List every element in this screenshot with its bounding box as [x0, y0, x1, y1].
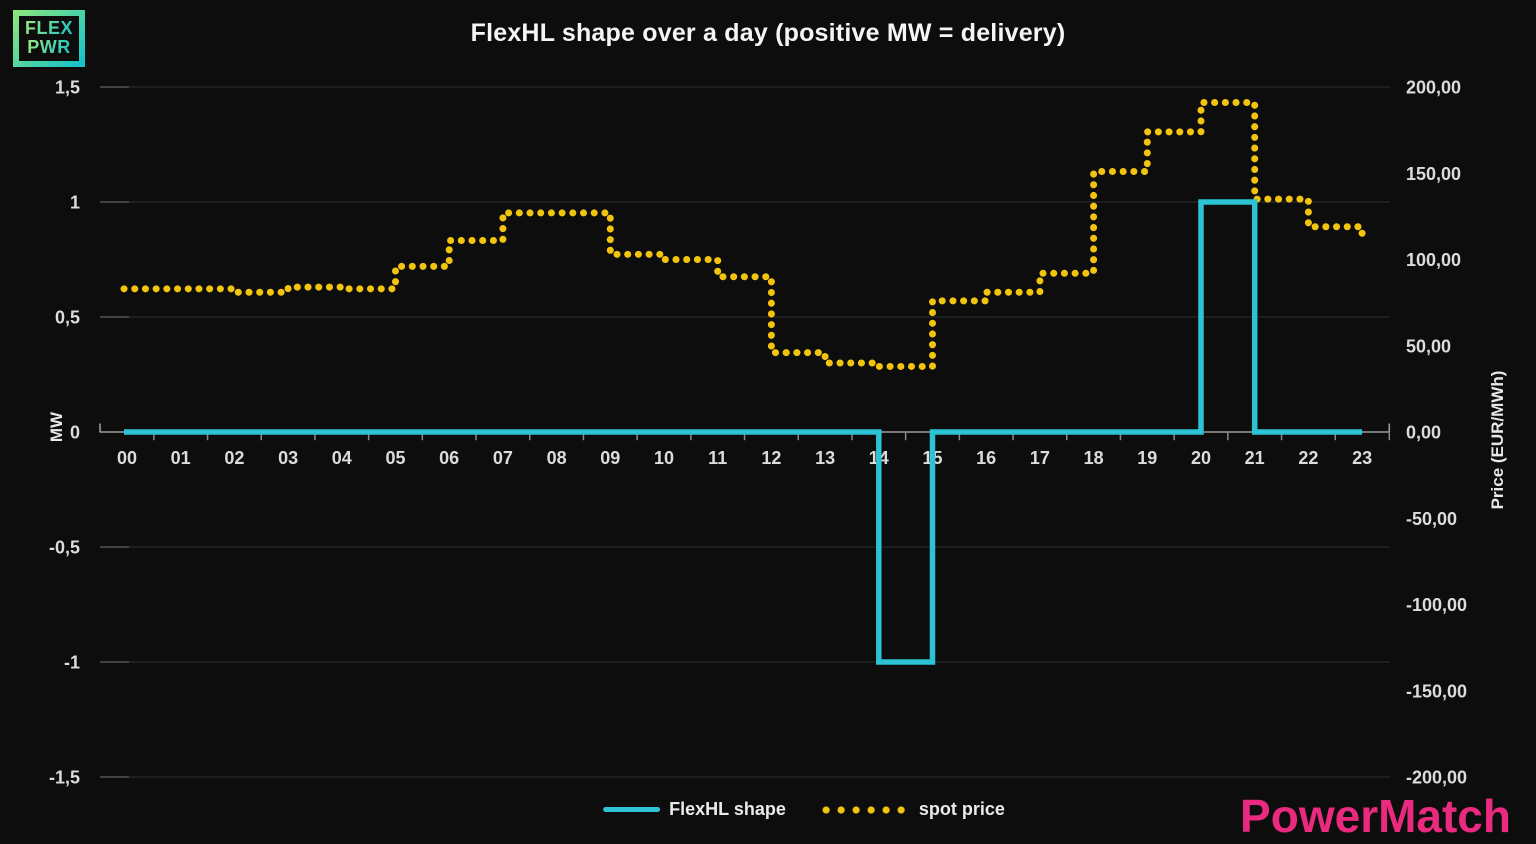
left-tick-label: -0,5: [49, 538, 80, 558]
x-tick-label: 10: [654, 448, 674, 468]
x-tick-label: 21: [1245, 448, 1265, 468]
flexpwr-logo: FLEX PWR: [13, 10, 86, 67]
chart-title: FlexHL shape over a day (positive MW = d…: [470, 19, 1066, 47]
price-axis-title: Price (EUR/MWh): [1488, 371, 1507, 510]
x-tick-label: 07: [493, 448, 513, 468]
x-tick-label: 09: [600, 448, 620, 468]
logo-text-flex: FLEX: [25, 18, 74, 38]
x-tick-label: 04: [332, 448, 352, 468]
x-tick-label: 08: [547, 448, 567, 468]
x-tick-label: 16: [976, 448, 996, 468]
right-tick-label: -50,00: [1406, 509, 1457, 529]
x-tick-label: 20: [1191, 448, 1211, 468]
right-tick-label: 0,00: [1406, 423, 1441, 443]
left-tick-label: -1: [64, 653, 80, 673]
x-tick-label: 00: [117, 448, 137, 468]
flexhl-line-swatch: [603, 807, 661, 812]
x-tick-label: 18: [1084, 448, 1104, 468]
right-tick-label: 50,00: [1406, 336, 1451, 356]
right-tick-label: -150,00: [1406, 681, 1467, 701]
left-tick-label: 1: [70, 193, 80, 213]
spot-price-line: [120, 99, 1366, 370]
right-tick-label: 150,00: [1406, 164, 1461, 184]
x-tick-label: 23: [1352, 448, 1372, 468]
left-tick-label: -1,5: [49, 768, 80, 788]
right-tick-label: -200,00: [1406, 768, 1467, 788]
x-tick-label: 13: [815, 448, 835, 468]
x-tick-label: 22: [1298, 448, 1318, 468]
logo-text-pwr: PWR: [27, 37, 71, 57]
x-tick-label: 01: [171, 448, 191, 468]
right-tick-label: -100,00: [1406, 595, 1467, 615]
spot-dots-swatch: [821, 805, 910, 814]
x-tick-label: 03: [278, 448, 298, 468]
legend-label-flexhl: FlexHL shape: [669, 799, 786, 819]
right-tick-label: 200,00: [1406, 78, 1461, 98]
powermatch-logo: PowerMatch: [1240, 790, 1511, 842]
x-tick-label: 06: [439, 448, 459, 468]
x-tick-label: 12: [761, 448, 781, 468]
x-tick-label: 11: [708, 448, 727, 468]
x-tick-label: 17: [1030, 448, 1050, 468]
x-tick-label: 19: [1137, 448, 1157, 468]
legend-item-flexhl: FlexHL shape: [603, 799, 786, 820]
legend-item-spot: spot price: [821, 799, 1005, 820]
left-tick-label: 0: [70, 423, 80, 443]
right-tick-label: 100,00: [1406, 250, 1461, 270]
flexhl-line: [124, 199, 1363, 665]
chart-legend: FlexHL shape spot price: [603, 799, 1005, 820]
left-tick-label: 1,5: [55, 78, 80, 98]
mw-axis-title: MW: [47, 411, 66, 442]
x-tick-label: 05: [385, 448, 405, 468]
legend-label-spot: spot price: [918, 799, 1005, 819]
left-tick-label: 0,5: [55, 308, 80, 328]
x-tick-label: 02: [224, 448, 244, 468]
flexpwr-logo-inner: FLEX PWR: [19, 16, 80, 61]
